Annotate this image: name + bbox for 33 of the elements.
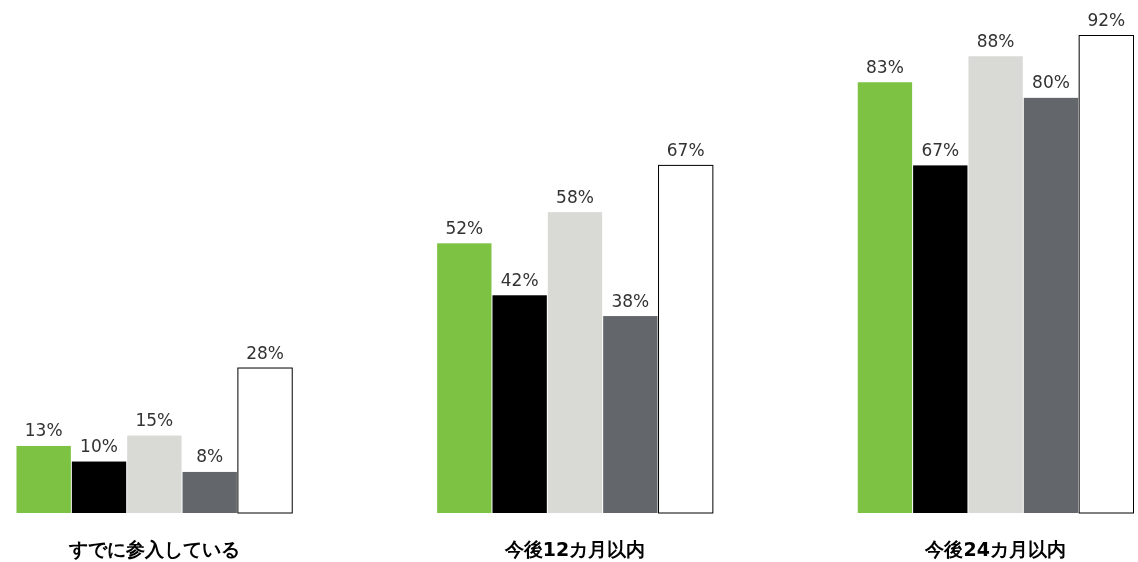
bar: [237, 367, 293, 514]
bar: [182, 471, 237, 513]
bar: [658, 164, 714, 514]
x-tick-label: 今後24カ月以内: [924, 538, 1066, 560]
data-label: 15%: [135, 410, 174, 431]
bar: [968, 56, 1023, 513]
data-label: 67%: [666, 139, 705, 160]
data-label: 92%: [1087, 10, 1126, 30]
bar: [1078, 35, 1134, 514]
data-label: 28%: [246, 342, 284, 363]
bar: [71, 461, 127, 513]
data-label: 80%: [1032, 72, 1070, 93]
data-label: 10%: [80, 436, 118, 457]
bar: [127, 435, 182, 513]
bar: [16, 445, 71, 513]
data-label: 83%: [866, 56, 904, 77]
bar: [1023, 97, 1079, 513]
bar: [603, 316, 658, 513]
bar: [913, 165, 968, 513]
bar: [492, 295, 547, 513]
data-label: 67%: [921, 139, 960, 160]
data-label: 8%: [196, 446, 224, 467]
bar: [547, 212, 603, 513]
bar: [857, 82, 913, 513]
data-label: 58%: [556, 186, 594, 207]
data-label: 42%: [500, 269, 539, 290]
x-tick-label: すでに参入している: [67, 538, 240, 560]
data-label: 13%: [24, 420, 63, 441]
data-label: 88%: [976, 30, 1015, 51]
bar: [437, 243, 492, 513]
data-label: 38%: [611, 290, 650, 311]
data-label: 52%: [445, 217, 484, 238]
x-tick-label: 今後12カ月以内: [503, 538, 646, 560]
